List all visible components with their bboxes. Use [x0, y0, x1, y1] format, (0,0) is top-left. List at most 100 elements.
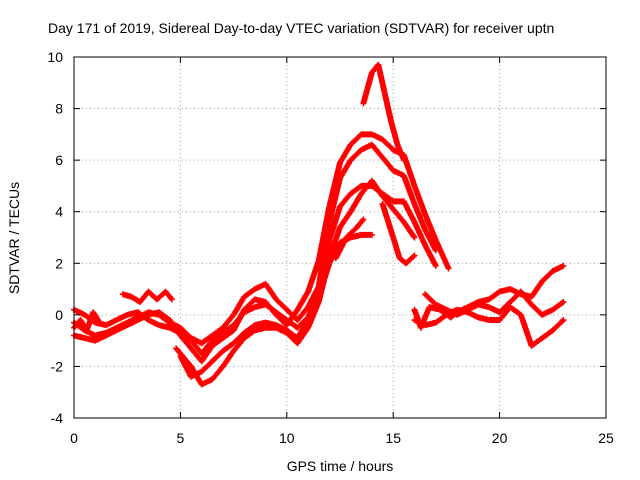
data-segment — [295, 290, 311, 312]
data-segment — [231, 310, 247, 327]
data-segment — [401, 199, 417, 224]
data-segment — [326, 161, 343, 208]
data-segment — [333, 235, 349, 260]
data-segment — [344, 225, 359, 240]
data-point — [411, 234, 418, 241]
plot-frame — [73, 56, 607, 419]
data-segment — [380, 202, 396, 239]
data-segment — [551, 299, 566, 312]
data-segment — [263, 282, 279, 302]
y-tick-label: 4 — [55, 204, 63, 220]
data-segment — [221, 323, 236, 335]
data-segment — [295, 318, 311, 340]
x-tick-label: 25 — [598, 430, 614, 446]
series-track-11 — [422, 288, 567, 318]
data-segment — [348, 148, 364, 162]
series-track-7 — [360, 61, 407, 164]
data-segment — [163, 289, 174, 302]
data-segment — [349, 183, 363, 196]
x-tick-label: 0 — [70, 430, 78, 446]
data-segment — [210, 364, 225, 381]
data-segment — [274, 297, 289, 312]
x-tick-label: 5 — [177, 430, 185, 446]
data-segment — [199, 338, 215, 356]
series-track-13 — [71, 309, 103, 334]
series-track-1 — [71, 131, 452, 365]
data-point — [96, 319, 103, 326]
data-segment — [327, 241, 343, 265]
data-segment — [380, 137, 395, 152]
x-tick-label: 15 — [385, 430, 401, 446]
data-segment — [423, 292, 438, 307]
data-segment — [220, 349, 236, 369]
data-segment — [210, 336, 225, 348]
data-point — [432, 262, 439, 269]
data-segment — [529, 279, 545, 299]
grid — [74, 57, 606, 418]
data-segment — [518, 289, 534, 307]
series-track-2 — [71, 141, 439, 347]
y-tick-label: 0 — [55, 307, 63, 323]
data-segment — [412, 184, 428, 216]
x-tick-label: 20 — [492, 430, 508, 446]
data-segment — [540, 328, 555, 341]
data-segment — [136, 310, 151, 322]
data-segment — [390, 236, 403, 260]
data-segment — [316, 205, 332, 263]
data-point — [168, 296, 175, 303]
series-track-8 — [379, 200, 418, 267]
data-point — [411, 252, 418, 259]
data-segment — [404, 253, 417, 266]
y-tick-label: 6 — [55, 152, 63, 168]
data-segment — [316, 261, 332, 299]
data-segment — [242, 323, 257, 335]
data-segment — [221, 313, 236, 330]
x-tick-label: 10 — [279, 430, 295, 446]
data-segment — [338, 192, 353, 209]
series-track-4 — [173, 177, 418, 388]
data-segment — [382, 91, 394, 123]
data-segment — [231, 295, 247, 317]
data-segment — [375, 63, 388, 95]
data-segment — [497, 300, 513, 315]
data-segment — [231, 336, 247, 353]
data-segment — [422, 228, 439, 252]
data-segment — [231, 331, 247, 346]
data-segment — [221, 328, 236, 341]
y-tick-label: -4 — [51, 410, 64, 426]
y-tick-label: 8 — [55, 101, 63, 117]
x-axis-label: GPS time / hours — [287, 458, 394, 474]
y-tick-label: -2 — [51, 358, 64, 374]
data-segment — [518, 313, 534, 348]
data-segment — [199, 344, 215, 363]
data-segment — [487, 289, 502, 302]
data-point — [432, 247, 439, 254]
data-point — [445, 265, 452, 272]
data-segment — [412, 220, 428, 247]
data-segment — [326, 205, 343, 242]
data-segment — [355, 217, 366, 229]
data-segment — [274, 310, 289, 322]
data-segment — [551, 318, 566, 333]
data-segment — [380, 155, 396, 173]
data-point — [560, 262, 567, 269]
data-point — [368, 231, 375, 238]
data-segment — [178, 330, 193, 343]
data-segment — [295, 305, 310, 322]
data-point — [560, 317, 567, 324]
data-segment — [401, 220, 417, 240]
data-segment — [401, 174, 417, 206]
data-segment — [326, 176, 343, 224]
y-axis-label: SDTVAR / TECUs — [6, 182, 22, 294]
data-segment — [178, 354, 194, 379]
data-segment — [434, 312, 449, 325]
data-point — [400, 157, 407, 164]
data-segment — [391, 207, 406, 224]
data-segment — [305, 259, 322, 294]
chart-title: Day 171 of 2019, Sidereal Day-to-day VTE… — [48, 20, 554, 36]
data-segment — [370, 143, 385, 160]
data-segment — [337, 143, 353, 165]
data-segment — [305, 295, 322, 322]
data-segment — [200, 333, 214, 346]
